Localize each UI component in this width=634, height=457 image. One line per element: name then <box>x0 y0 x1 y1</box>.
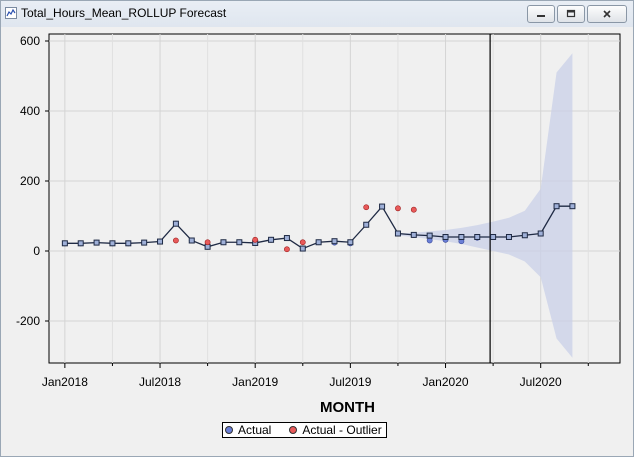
predicted-marker <box>410 231 417 238</box>
predicted-marker <box>93 239 100 246</box>
legend-item-actual: Actual <box>225 423 271 437</box>
predicted-marker <box>109 240 116 247</box>
y-tick-label: 400 <box>20 104 40 118</box>
window-controls <box>525 5 627 23</box>
maximize-icon <box>566 9 576 18</box>
legend-swatch-outlier <box>289 426 298 434</box>
predicted-marker <box>442 234 449 240</box>
x-tick-label: Jan2020 <box>423 375 469 389</box>
actual-point <box>426 237 433 244</box>
predicted-marker <box>458 234 465 240</box>
outlier-point <box>410 206 417 213</box>
predicted-marker <box>157 238 164 245</box>
predicted-marker <box>220 239 227 246</box>
predicted-marker <box>61 240 68 247</box>
maximize-button[interactable] <box>557 5 585 23</box>
legend-label-actual: Actual <box>238 423 272 437</box>
predicted-marker <box>172 220 179 227</box>
confidence-band <box>397 53 573 358</box>
forecast-chart: -200 0 200 400 600 Jan2018 Jul2018 Jan2019 Jul20… <box>16 33 621 416</box>
legend-swatch-actual <box>225 426 233 434</box>
predicted-marker <box>125 240 132 247</box>
x-axis-title: MONTH <box>320 399 375 416</box>
predicted-marker <box>474 234 481 240</box>
close-icon <box>603 10 611 18</box>
close-button[interactable] <box>587 5 627 23</box>
predicted-marker <box>299 245 306 252</box>
predicted-marker <box>505 234 512 240</box>
plot-area <box>48 33 621 364</box>
outlier-point <box>363 204 370 211</box>
x-tick-label: Jul2020 <box>520 375 562 389</box>
predicted-marker <box>236 239 243 246</box>
predicted-marker <box>77 240 84 247</box>
title-bar[interactable]: Total_Hours_Mean_ROLLUP Forecast <box>1 1 633 27</box>
predicted-marker <box>426 232 433 239</box>
predicted-marker <box>379 203 386 210</box>
outlier-point <box>299 239 306 246</box>
predicted-marker <box>268 236 275 243</box>
predicted-marker <box>363 221 370 228</box>
outlier-point <box>252 236 259 243</box>
legend-item-outlier: Actual - Outlier <box>289 423 382 437</box>
minimize-button[interactable] <box>527 5 555 23</box>
predicted-marker <box>188 237 195 244</box>
y-tick-label: 600 <box>20 34 40 48</box>
y-tick-label: -200 <box>16 314 40 328</box>
predicted-marker <box>521 232 528 239</box>
predicted-marker <box>347 239 354 246</box>
chart-app-icon <box>5 7 17 19</box>
x-tick-label: Jul2019 <box>329 375 371 389</box>
outlier-point <box>172 237 179 244</box>
legend-label-outlier: Actual - Outlier <box>302 423 382 437</box>
predicted-marker <box>490 234 497 240</box>
y-tick-label: 200 <box>20 174 40 188</box>
predicted-marker <box>315 239 322 246</box>
x-tick-label: Jan2019 <box>232 375 278 389</box>
x-tick-label: Jul2018 <box>139 375 181 389</box>
outlier-point <box>395 205 401 212</box>
predicted-marker <box>394 230 401 237</box>
predicted-marker <box>141 239 148 246</box>
predicted-marker <box>569 203 576 210</box>
y-tick-label: 0 <box>33 244 40 258</box>
predicted-marker <box>553 203 560 210</box>
predicted-marker <box>537 230 544 237</box>
predicted-marker <box>283 235 290 242</box>
window-title: Total_Hours_Mean_ROLLUP Forecast <box>21 6 227 20</box>
outlier-point <box>204 239 211 246</box>
outlier-point <box>284 246 290 253</box>
x-tick-label: Jan2018 <box>42 375 88 389</box>
chart-legend: Actual Actual - Outlier <box>222 422 387 438</box>
predicted-marker <box>331 238 338 245</box>
minimize-icon <box>537 15 545 17</box>
